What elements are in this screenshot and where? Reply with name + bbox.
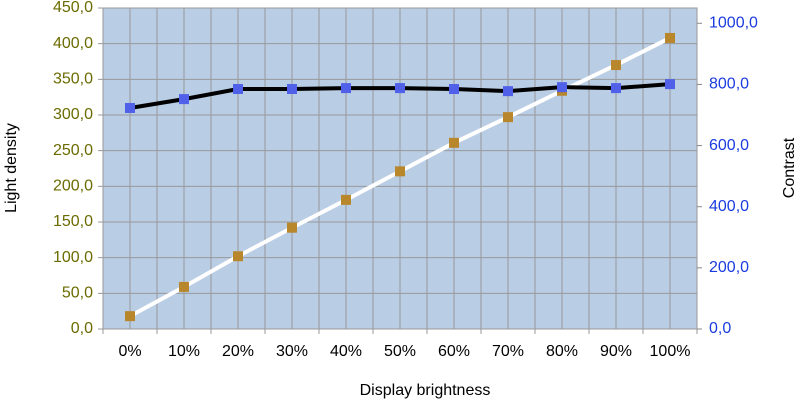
y-tick-label: 350,0 — [53, 71, 93, 88]
x-tick-label: 20% — [222, 343, 254, 360]
y2-tick-label: 400,0 — [709, 198, 749, 215]
marker — [179, 94, 189, 105]
marker — [611, 83, 621, 94]
y2-tick-label: 800,0 — [709, 76, 749, 93]
y2-tick-label: 1000,0 — [709, 15, 758, 32]
y2-tick-label: 200,0 — [709, 259, 749, 276]
x-tick-label: 0% — [118, 343, 141, 360]
x-tick-label: 50% — [384, 343, 416, 360]
marker — [233, 251, 243, 262]
marker — [665, 79, 675, 90]
marker — [665, 32, 675, 43]
marker — [341, 83, 351, 94]
x-tick-label: 80% — [546, 343, 578, 360]
y-axis-title: Light density — [3, 123, 20, 213]
marker — [287, 84, 297, 95]
y-tick-label: 250,0 — [53, 142, 93, 159]
marker — [125, 102, 135, 113]
y-tick-label: 50,0 — [62, 285, 93, 302]
marker — [503, 112, 513, 123]
marker — [449, 84, 459, 95]
marker — [395, 83, 405, 94]
y-tick-label: 0,0 — [71, 320, 93, 337]
y-tick-label: 100,0 — [53, 249, 93, 266]
y2-tick-label: 600,0 — [709, 137, 749, 154]
x-tick-label: 90% — [600, 343, 632, 360]
marker — [287, 222, 297, 233]
y-tick-label: 300,0 — [53, 106, 93, 123]
x-tick-label: 10% — [168, 343, 200, 360]
y2-tick-label: 0,0 — [709, 320, 731, 337]
x-axis-title: Display brightness — [360, 382, 491, 399]
x-tick-label: 60% — [438, 343, 470, 360]
marker — [233, 84, 243, 95]
y-tick-label: 200,0 — [53, 178, 93, 195]
x-tick-label: 30% — [276, 343, 308, 360]
marker — [557, 82, 567, 93]
x-tick-label: 40% — [330, 343, 362, 360]
x-tick-label: 100% — [650, 343, 691, 360]
marker — [125, 311, 135, 322]
y-tick-label: 450,0 — [53, 0, 93, 16]
y-tick-label: 150,0 — [53, 213, 93, 230]
y2-axis-title: Contrast — [781, 137, 798, 198]
x-tick-label: 70% — [492, 343, 524, 360]
marker — [179, 281, 189, 292]
y-tick-label: 400,0 — [53, 35, 93, 52]
marker — [449, 137, 459, 148]
marker — [395, 166, 405, 177]
marker — [503, 86, 513, 97]
marker — [611, 60, 621, 71]
marker — [341, 194, 351, 205]
